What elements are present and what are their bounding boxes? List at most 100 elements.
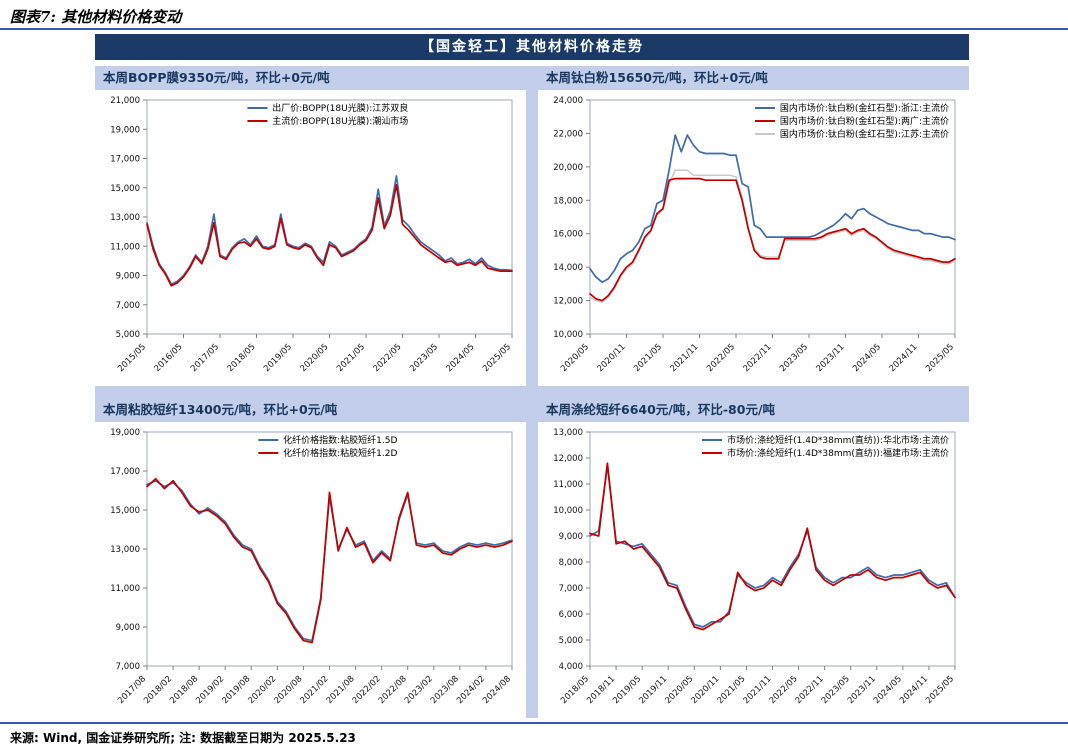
viscose-staple-price-chart: 7,000 9,000 11,000 13,000 15,000 17,000 19,000… — [110, 428, 513, 706]
y-tick-label: 15,000 — [110, 506, 140, 516]
chart-grid: 本周BOPP膜9350元/吨，环比+0元/吨 5,000 7,000 9,000 11… — [95, 66, 969, 718]
y-tick-label: 19,000 — [110, 125, 140, 135]
source-note: 来源: Wind, 国金证券研究所; 注: 数据截至日期为 2025.5.23 — [10, 731, 356, 745]
x-tick-label: 2023/05 — [408, 342, 440, 374]
x-tick-label: 2024/08 — [481, 674, 513, 706]
legend-viscose: 化纤价格指数:粘胶短纤1.5D 化纤价格指数:粘胶短纤1.2D — [258, 433, 397, 459]
legend-label: 化纤价格指数:粘胶短纤1.5D — [283, 436, 398, 446]
y-tick-label: 12,000 — [553, 297, 583, 307]
x-tick-label: 2025/05 — [924, 342, 956, 374]
y-tick-label: 9,000 — [116, 623, 140, 633]
plot-area-viscose: 7,000 9,000 11,000 13,000 15,000 17,000 19,000… — [95, 422, 526, 718]
legend-item: 国内市场价:钛白粉(金红石型):浙江:主流价 — [754, 101, 949, 114]
y-tick-label: 7,000 — [559, 584, 583, 594]
x-tick-label: 2018/05 — [226, 342, 258, 374]
x-tick-label: 2019/05 — [262, 342, 294, 374]
y-tick-label: 10,000 — [553, 330, 583, 340]
y-tick-label: 11,000 — [110, 242, 140, 252]
legend-line-swatch — [702, 438, 723, 441]
legend-item: 市场价:涤纶短纤(1.4D*38mm(直纺)):福建市场:主流价 — [702, 446, 949, 459]
y-tick-label: 6,000 — [559, 610, 583, 620]
legend-item: 市场价:涤纶短纤(1.4D*38mm(直纺)):华北市场:主流价 — [702, 433, 949, 446]
y-tick-label: 9,000 — [116, 272, 140, 282]
y-tick-label: 13,000 — [110, 545, 140, 555]
legend-line-swatch — [754, 132, 775, 135]
legend-label: 化纤价格指数:粘胶短纤1.2D — [283, 449, 398, 459]
x-tick-label: 2021/05 — [335, 342, 367, 374]
x-tick-label: 2024/05 — [851, 342, 883, 374]
legend-line-swatch — [754, 119, 775, 122]
y-tick-label: 19,000 — [110, 428, 140, 438]
top-divider — [0, 28, 1068, 30]
y-tick-label: 14,000 — [553, 263, 583, 273]
chart-cell-viscose: 本周粘胶短纤13400元/吨，环比+0元/吨 7,000 9,000 11,000 1… — [95, 398, 526, 718]
figure-title: 图表7: 其他材料价格变动 — [10, 8, 182, 26]
price-series-line — [146, 183, 513, 287]
y-tick-label: 13,000 — [553, 428, 583, 438]
legend-item: 主流价:BOPP(18U光膜):潮汕市场 — [247, 114, 408, 127]
x-tick-label: 2021/05 — [632, 342, 664, 374]
legend-line-swatch — [247, 119, 268, 122]
plot-area-titanium: 10,000 12,000 14,000 16,000 18,000 20,000 22,0… — [538, 90, 969, 386]
legend-label: 出厂价:BOPP(18U光膜):江苏双良 — [272, 104, 409, 114]
y-tick-label: 17,000 — [110, 467, 140, 477]
x-tick-label: 2022/11 — [742, 342, 774, 374]
legend-titanium: 国内市场价:钛白粉(金红石型):浙江:主流价 国内市场价:钛白粉(金红石型):两广… — [754, 101, 949, 140]
legend-line-swatch — [702, 451, 723, 454]
legend-line-swatch — [258, 451, 279, 454]
legend-label: 国内市场价:钛白粉(金红石型):浙江:主流价 — [779, 104, 949, 114]
y-tick-label: 22,000 — [553, 129, 583, 139]
price-series-line — [146, 479, 513, 642]
chart-title-polyester: 本周涤纶短纤6640元/吨，环比-80元/吨 — [538, 398, 969, 422]
chart-title-bopp: 本周BOPP膜9350元/吨，环比+0元/吨 — [95, 66, 526, 90]
x-tick-label: 2024/11 — [888, 342, 920, 374]
bopp-price-chart: 5,000 7,000 9,000 11,000 13,000 15,000 17,000 1… — [110, 96, 513, 374]
legend-item: 化纤价格指数:粘胶短纤1.2D — [258, 446, 397, 459]
chart-title-titanium: 本周钛白粉15650元/吨，环比+0元/吨 — [538, 66, 969, 90]
y-tick-label: 20,000 — [553, 163, 583, 173]
y-tick-label: 12,000 — [553, 454, 583, 464]
price-series-line — [146, 477, 513, 644]
y-tick-label: 9,000 — [559, 532, 583, 542]
x-tick-label: 2020/05 — [559, 342, 591, 374]
y-tick-label: 4,000 — [559, 662, 583, 672]
x-tick-label: 2023/05 — [778, 342, 810, 374]
y-tick-label: 10,000 — [553, 506, 583, 516]
y-tick-label: 16,000 — [553, 230, 583, 240]
x-tick-label: 2017/05 — [189, 342, 221, 374]
y-tick-label: 7,000 — [116, 301, 140, 311]
legend-label: 国内市场价:钛白粉(金红石型):江苏:主流价 — [779, 130, 949, 140]
legend-line-swatch — [754, 106, 775, 109]
y-tick-label: 5,000 — [559, 636, 583, 646]
legend-item: 化纤价格指数:粘胶短纤1.5D — [258, 433, 397, 446]
x-tick-label: 2023/11 — [815, 342, 847, 374]
chart-cell-titanium: 本周钛白粉15650元/吨，环比+0元/吨 10,000 12,000 14,000… — [538, 66, 969, 386]
x-tick-label: 2025/05 — [481, 342, 513, 374]
y-tick-label: 8,000 — [559, 558, 583, 568]
legend-polyester: 市场价:涤纶短纤(1.4D*38mm(直纺)):华北市场:主流价市场价:涤纶短纤… — [702, 433, 949, 459]
y-tick-label: 17,000 — [110, 155, 140, 165]
x-tick-label: 2022/05 — [705, 342, 737, 374]
titanium-dioxide-price-chart: 10,000 12,000 14,000 16,000 18,000 20,000 22,0… — [553, 96, 956, 374]
x-tick-label: 2024/05 — [445, 342, 477, 374]
y-tick-label: 21,000 — [110, 96, 140, 106]
y-tick-label: 13,000 — [110, 213, 140, 223]
price-series-line — [146, 175, 513, 286]
polyester-staple-price-chart: 4,000 5,000 6,000 7,000 8,000 9,000 10,000 11,0… — [553, 428, 956, 706]
price-series-line — [589, 134, 956, 284]
x-tick-label: 2022/05 — [372, 342, 404, 374]
x-tick-label: 2015/05 — [116, 342, 148, 374]
x-tick-label: 2021/11 — [669, 342, 701, 374]
plot-area-bopp: 5,000 7,000 9,000 11,000 13,000 15,000 17,000 1… — [95, 90, 526, 386]
legend-label: 市场价:涤纶短纤(1.4D*38mm(直纺)):福建市场:主流价 — [727, 449, 949, 459]
price-series-line — [589, 177, 956, 302]
bottom-divider — [0, 722, 1068, 724]
chart-title-viscose: 本周粘胶短纤13400元/吨，环比+0元/吨 — [95, 398, 526, 422]
plot-area-polyester: 4,000 5,000 6,000 7,000 8,000 9,000 10,000 11,0… — [538, 422, 969, 718]
chart-cell-bopp: 本周BOPP膜9350元/吨，环比+0元/吨 5,000 7,000 9,000 11… — [95, 66, 526, 386]
x-tick-label: 2020/11 — [596, 342, 628, 374]
price-series-line — [589, 462, 956, 631]
legend-line-swatch — [258, 438, 279, 441]
y-tick-label: 11,000 — [553, 480, 583, 490]
y-tick-label: 7,000 — [116, 662, 140, 672]
